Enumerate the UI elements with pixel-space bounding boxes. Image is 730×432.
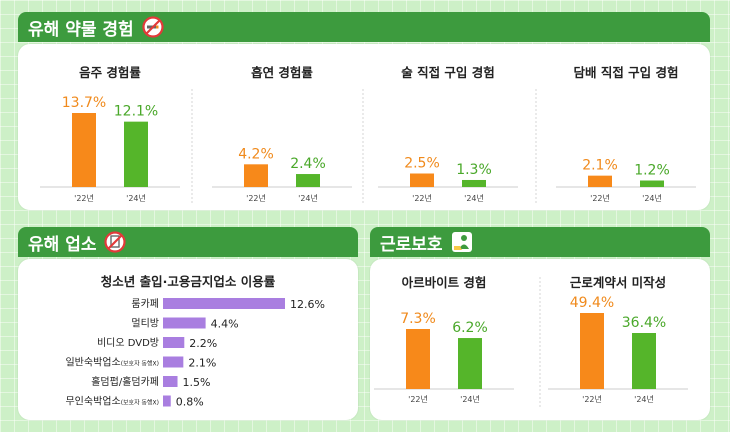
hbar-4 bbox=[163, 376, 178, 387]
data-label-1-1: 2.4% bbox=[290, 156, 326, 172]
chart-title-3: 담배 직접 구입 경험 bbox=[573, 65, 678, 80]
tick-label-3-1: '24년 bbox=[642, 193, 662, 203]
hbar-5 bbox=[163, 395, 171, 407]
data-label-2-0: 2.5% bbox=[404, 155, 440, 171]
bar-6-0 bbox=[580, 313, 604, 389]
hbar-value-0: 12.6% bbox=[290, 298, 325, 311]
chart-title-1: 흡연 경험률 bbox=[251, 65, 313, 80]
chart-title-4: 청소년 출입·고용금지업소 이용률 bbox=[101, 274, 276, 289]
bar-2-0 bbox=[410, 173, 434, 187]
bar-6-1 bbox=[632, 333, 656, 389]
data-label-5-0: 7.3% bbox=[400, 311, 436, 327]
data-label-3-1: 1.2% bbox=[634, 163, 670, 179]
data-label-3-0: 2.1% bbox=[582, 158, 618, 174]
no-smoking-icon bbox=[142, 16, 164, 38]
bar-5-1 bbox=[458, 338, 482, 389]
tick-label-5-0: '22년 bbox=[408, 394, 428, 404]
tick-label-5-1: '24년 bbox=[460, 394, 480, 404]
bar-1-1 bbox=[296, 174, 320, 187]
category-label-4: 홀덤펍/홀덤카페 bbox=[91, 375, 159, 388]
tick-label-0-1: '24년 bbox=[126, 193, 146, 203]
tick-label-6-1: '24년 bbox=[634, 394, 654, 404]
section-title-drug: 유해 약물 경험 bbox=[28, 19, 134, 40]
tick-label-1-1: '24년 bbox=[298, 193, 318, 203]
no-entry-icon bbox=[104, 231, 127, 253]
section-title-labor: 근로보호 bbox=[380, 234, 443, 255]
data-label-6-0: 49.4% bbox=[570, 295, 614, 311]
panel-drug: 음주 경험률 13.7% '22년 12.1% '24년 흡연 경험률 4.2% '22년 2.… bbox=[18, 44, 710, 210]
hbar-value-1: 4.4% bbox=[211, 318, 239, 331]
section-header-drug: 유해 약물 경험 bbox=[18, 12, 710, 42]
worker-icon bbox=[451, 231, 473, 253]
chart-title-6: 근로계약서 미작성 bbox=[570, 275, 666, 290]
chart-title-2: 술 직접 구입 경험 bbox=[401, 65, 495, 80]
labor-charts: 아르바이트 경험 7.3% '22년 6.2% '24년 근로계약서 미작성 49.4% '2… bbox=[374, 275, 688, 407]
hbar-value-4: 1.5% bbox=[183, 376, 211, 389]
tick-label-0-0: '22년 bbox=[74, 193, 94, 203]
panel-labor: 아르바이트 경험 7.3% '22년 6.2% '24년 근로계약서 미작성 49.4% '2… bbox=[370, 259, 710, 420]
category-label-5: 무인숙박업소(보호자 동행X) bbox=[65, 395, 159, 408]
bar-3-1 bbox=[640, 180, 664, 187]
hbar-0 bbox=[163, 298, 285, 309]
section-header-venue: 유해 업소 bbox=[18, 227, 358, 257]
data-label-1-0: 4.2% bbox=[238, 146, 274, 162]
tick-label-3-0: '22년 bbox=[590, 193, 610, 203]
hbar-1 bbox=[163, 317, 206, 329]
drug-charts: 음주 경험률 13.7% '22년 12.1% '24년 흡연 경험률 4.2% '22년 2.… bbox=[40, 65, 696, 204]
data-label-2-1: 1.3% bbox=[456, 162, 492, 178]
hbar-value-5: 0.8% bbox=[176, 396, 204, 409]
category-label-3: 일반숙박업소(보호자 동행X) bbox=[65, 356, 159, 369]
bar-3-0 bbox=[588, 175, 612, 187]
hbar-value-2: 2.2% bbox=[189, 337, 217, 350]
category-label-0: 룸카페 bbox=[131, 298, 159, 310]
bar-1-0 bbox=[244, 164, 268, 187]
category-label-2: 비디오 DVD방 bbox=[97, 337, 159, 349]
hbar-value-3: 2.1% bbox=[188, 357, 216, 370]
bar-5-0 bbox=[406, 329, 430, 389]
data-label-0-0: 13.7% bbox=[62, 95, 106, 111]
chart-title-5: 아르바이트 경험 bbox=[402, 275, 487, 290]
category-label-1: 멀티방 bbox=[131, 317, 159, 330]
bar-2-1 bbox=[462, 179, 486, 187]
tick-label-1-0: '22년 bbox=[246, 193, 266, 203]
data-label-5-1: 6.2% bbox=[452, 320, 488, 336]
tick-label-2-0: '22년 bbox=[412, 193, 432, 203]
bar-0-1 bbox=[124, 121, 148, 187]
hbar-3 bbox=[163, 356, 184, 368]
chart-title-0: 음주 경험률 bbox=[79, 65, 141, 80]
hbar-2 bbox=[163, 337, 185, 348]
bar-0-0 bbox=[72, 113, 96, 187]
section-title-venue: 유해 업소 bbox=[28, 234, 97, 255]
tick-label-6-0: '22년 bbox=[582, 394, 602, 404]
tick-label-2-1: '24년 bbox=[464, 193, 484, 203]
data-label-0-1: 12.1% bbox=[114, 104, 158, 120]
section-header-labor: 근로보호 bbox=[370, 227, 710, 257]
data-label-6-1: 36.4% bbox=[622, 315, 666, 331]
